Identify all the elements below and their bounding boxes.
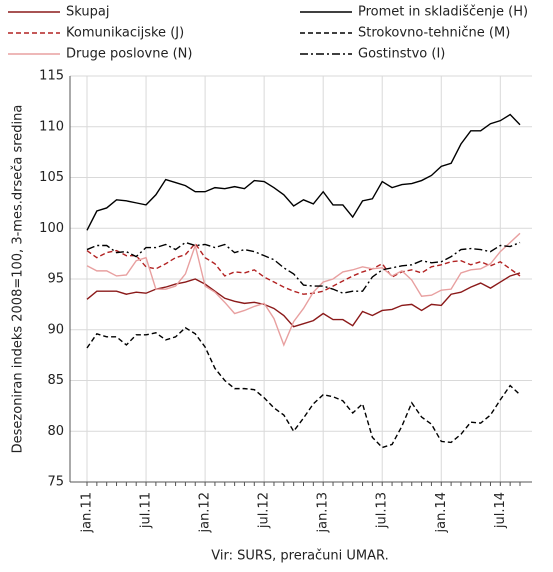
y-tick-label: 100 [39,221,64,236]
series-line [86,242,521,295]
y-axis-label: Desezoniran indeks 2008=100, 3-mes.drseč… [11,105,26,454]
x-tick-label: jan.12 [198,492,213,534]
legend-label: Druge poslovne (N) [66,47,192,62]
series-line [86,326,521,449]
y-tick-label: 80 [47,424,64,439]
legend-label: Skupaj [66,5,109,20]
legend-label: Strokovno-tehnične (M) [358,26,510,41]
x-tick-label: jan.14 [434,492,449,534]
y-tick-label: 85 [47,373,64,388]
x-tick-label: jan.13 [316,492,331,534]
x-tick-label: jan.11 [80,492,95,534]
y-tick-label: 115 [39,69,64,84]
x-tick-label: jul.13 [375,492,390,529]
legend-label: Komunikacijske (J) [66,26,184,41]
y-tick-label: 75 [47,475,64,490]
x-tick-label: jul.14 [493,492,508,529]
series-line [86,232,521,347]
x-tick-label: jul.11 [139,492,154,529]
y-tick-label: 105 [39,170,64,185]
series-line [86,241,521,294]
y-tick-label: 110 [39,119,64,134]
y-tick-label: 90 [47,322,64,337]
source: Vir: SURS, preračuni UMAR. [211,549,388,564]
y-tick-label: 95 [47,272,64,287]
x-tick-label: jul.12 [257,492,272,529]
legend-label: Promet in skladiščenje (H) [358,5,528,20]
series-line [86,113,521,231]
legend-label: Gostinstvo (I) [358,47,445,62]
